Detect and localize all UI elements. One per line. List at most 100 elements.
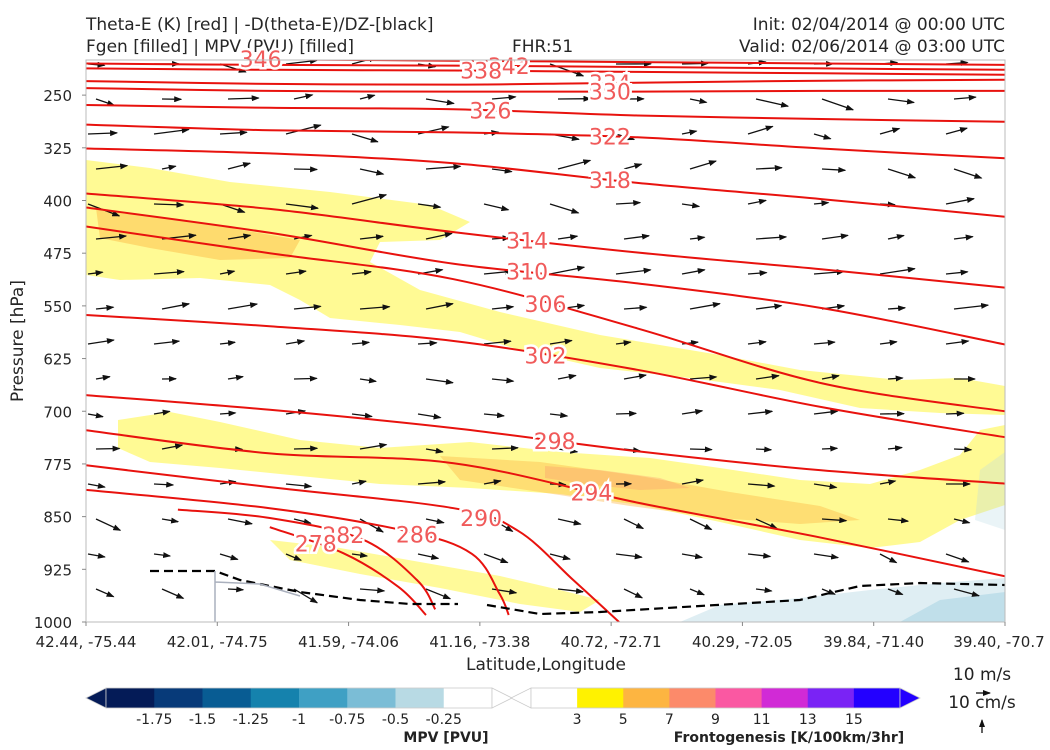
wind-vector: [953, 168, 983, 179]
colorbar-tick-label: 5: [619, 712, 628, 728]
wind-vector: [821, 374, 840, 380]
wind-vector: [285, 203, 319, 211]
wind-vector: [615, 340, 632, 346]
wind-vector: [87, 338, 115, 345]
wind-vector: [557, 303, 586, 310]
theta-e-contour: [86, 123, 1005, 160]
wind-vector: [219, 269, 236, 276]
wind-vector: [813, 409, 839, 416]
wind-vector: [88, 624, 111, 631]
wind-vector: [879, 553, 898, 564]
wind-vector: [755, 518, 778, 530]
colorbar-segment: [443, 688, 493, 708]
contour-label: 278: [295, 532, 337, 557]
y-tick-label: 325: [43, 140, 72, 158]
wind-vector: [491, 445, 519, 452]
vector-legend: 10 m/s 10 cm/s: [948, 665, 1016, 733]
wind-vector: [425, 302, 454, 310]
contour-label: 314: [506, 229, 548, 254]
wind-vector: [351, 412, 373, 419]
wind-vector: [87, 552, 106, 559]
y-tick-label: 250: [43, 87, 72, 105]
y-tick-label: 550: [43, 298, 72, 316]
wind-vector: [616, 624, 638, 626]
wind-vector: [219, 410, 237, 417]
wind-vector: [813, 483, 838, 490]
colorbar-segment: [669, 688, 716, 708]
wind-vector: [681, 268, 706, 275]
wind-vector: [285, 553, 303, 561]
wind-vector: [821, 588, 836, 595]
colorbar-arrow-right: [491, 687, 513, 709]
theta-e-contour: [86, 206, 1005, 346]
wind-vector: [153, 409, 171, 416]
wind-vector: [87, 270, 104, 277]
wind-vector: [747, 552, 772, 559]
wind-vector: [285, 339, 306, 346]
contour-label: 298: [534, 430, 576, 455]
wind-vector: [491, 304, 515, 311]
colorbar-segment: [202, 688, 252, 708]
wind-vector: [87, 412, 104, 419]
wind-vector: [879, 266, 916, 275]
wind-vector: [418, 624, 442, 633]
wind-vector: [359, 94, 376, 100]
wind-vector: [681, 553, 704, 560]
contour-label: 346: [240, 48, 282, 73]
contour-label: 282: [322, 524, 364, 549]
x-tick-label: 42.44, -75.44: [36, 633, 137, 651]
wind-vector: [359, 168, 385, 176]
fgen-colorbar-label: Frontogenesis [K/100km/3hr]: [674, 730, 904, 746]
wind-vector: [953, 518, 971, 525]
frontogenesis-colorbar: 3 5 7 9 11 13 15: [510, 687, 921, 728]
wind-vector: [285, 123, 322, 135]
theta-e-contour: [86, 314, 1005, 439]
wind-vector: [95, 518, 122, 531]
wind-vector: [293, 93, 314, 100]
wind-vector: [95, 233, 128, 240]
wind-vector: [623, 518, 645, 530]
wind-vector: [755, 234, 788, 241]
wind-vector: [153, 201, 185, 208]
chart-title-line2: Fgen [filled] | MPV (PVU) [filled]: [86, 37, 355, 57]
colorbar-segment: [715, 688, 763, 708]
wind-vector: [550, 624, 563, 631]
wind-vector: [219, 340, 236, 347]
fgen-core-lower: [440, 456, 860, 524]
wind-vector: [95, 163, 129, 170]
wind-vector: [161, 302, 191, 310]
theta-e-contour: [86, 464, 620, 622]
y-tick-label: 1000: [34, 614, 72, 632]
colorbar-segment: [347, 688, 396, 708]
wind-vector: [953, 446, 973, 453]
wind-vector: [615, 267, 652, 275]
wind-vector: [95, 374, 111, 381]
contour-label: 334: [589, 72, 631, 97]
wind-vector: [351, 269, 372, 276]
wind-vector: [161, 443, 184, 450]
wind-vector: [285, 482, 313, 489]
wind-vector: [623, 163, 643, 170]
wind-vector: [615, 553, 643, 560]
wind-vector: [748, 624, 769, 627]
wind-vector: [887, 445, 903, 452]
wind-vector: [293, 304, 322, 311]
colorbar-segment: [853, 688, 901, 708]
theta-e-contour: [86, 394, 1005, 485]
wind-vector: [681, 408, 704, 415]
y-tick-label: 775: [43, 456, 72, 474]
wind-vector: [747, 339, 767, 346]
y-tick-label: 475: [43, 245, 72, 263]
y-axis-label: Pressure [hPa]: [8, 280, 28, 402]
wind-vector: [549, 203, 580, 214]
contour-label: 338: [460, 60, 502, 85]
wind-vector: [681, 478, 705, 485]
wind-vector: [953, 234, 974, 241]
wind-vector: [747, 482, 776, 489]
wind-vector: [549, 338, 573, 345]
colorbar-segment: [531, 688, 578, 708]
wind-vector: [945, 127, 968, 135]
wind-vector: [813, 553, 840, 560]
wind-vector: [813, 133, 832, 140]
x-tick-label: 42.01, -74.75: [167, 633, 268, 651]
